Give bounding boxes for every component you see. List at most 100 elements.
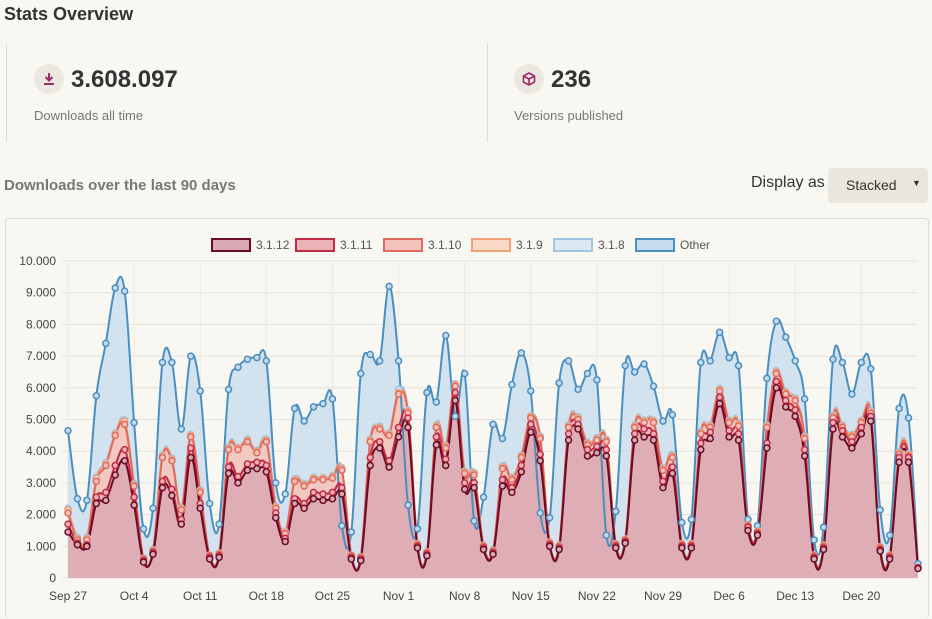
point-3-1-12 — [715, 399, 724, 408]
point-3-1-12 — [347, 555, 356, 563]
x-tick-label: Nov 29 — [644, 589, 682, 603]
point-3-1-12 — [612, 544, 620, 552]
point-3-1-11 — [782, 396, 790, 405]
point-3-1-10 — [366, 437, 374, 446]
point-3-1-10 — [734, 422, 743, 430]
point-3-1-12 — [309, 495, 318, 503]
point-3-1-11 — [659, 477, 667, 486]
point-3-1-11 — [338, 483, 346, 492]
point-3-1-10 — [517, 453, 526, 462]
point-3-1-10 — [168, 456, 176, 465]
point-3-1-12 — [328, 495, 337, 503]
point-3-1-11 — [442, 455, 450, 463]
y-tick-label: 5.000 — [26, 413, 56, 427]
point-3-1-12 — [489, 550, 497, 558]
point-Other — [196, 387, 204, 395]
point-3-1-12 — [120, 456, 129, 465]
point-Other — [375, 357, 384, 365]
point-3-1-12 — [659, 483, 667, 492]
point-3-1-12 — [593, 449, 601, 457]
point-3-1-12 — [555, 545, 563, 554]
point-Other — [479, 493, 488, 501]
point-3-1-12 — [800, 452, 809, 460]
point-3-1-10 — [234, 445, 242, 454]
point-Other — [243, 355, 252, 364]
point-3-1-12 — [460, 485, 469, 493]
point-Other — [253, 353, 261, 362]
legend-label: 3.1.12 — [256, 238, 290, 252]
point-3-1-12 — [102, 496, 110, 505]
point-3-1-11 — [593, 442, 601, 451]
point-3-1-10 — [243, 437, 252, 446]
point-3-1-12 — [375, 444, 384, 452]
point-3-1-11 — [92, 493, 101, 501]
legend-label: 3.1.9 — [516, 238, 543, 252]
x-tick-label: Oct 25 — [315, 589, 351, 603]
point-Other — [498, 434, 507, 443]
point-3-1-12 — [130, 501, 138, 509]
point-Other — [612, 507, 620, 516]
point-3-1-10 — [640, 418, 648, 427]
point-3-1-12 — [338, 490, 346, 498]
legend-label: 3.1.11 — [340, 238, 373, 252]
point-3-1-12 — [876, 547, 884, 555]
point-3-1-10 — [763, 423, 771, 432]
point-3-1-10 — [158, 453, 167, 462]
point-3-1-12 — [83, 542, 91, 551]
point-3-1-11 — [640, 425, 648, 433]
point-Other — [130, 418, 138, 427]
point-3-1-10 — [659, 466, 667, 474]
display-mode-select[interactable]: Stacked ▼ — [828, 168, 928, 203]
point-Other — [460, 369, 469, 378]
point-3-1-10 — [715, 387, 724, 395]
point-Other — [319, 399, 327, 408]
display-mode-value: Stacked — [846, 177, 897, 193]
point-Other — [404, 501, 412, 509]
point-3-1-12 — [158, 483, 167, 492]
point-3-1-10 — [782, 390, 790, 398]
x-tick-label: Sep 27 — [49, 589, 87, 603]
legend-label: 3.1.8 — [598, 238, 625, 252]
downloads-stat-card: 3.608.097 Downloads all time — [6, 44, 488, 142]
point-3-1-11 — [498, 475, 507, 484]
point-3-1-12 — [838, 433, 847, 441]
point-3-1-12 — [262, 468, 271, 476]
y-tick-label: 10.000 — [19, 254, 56, 268]
point-3-1-12 — [205, 555, 214, 563]
point-Other — [338, 521, 346, 530]
point-3-1-12 — [177, 520, 186, 528]
legend-swatch — [635, 238, 675, 252]
downloads-chart-panel: 0 1.000 2.000 3.000 4.000 5.000 6.000 7.000 8.00… — [5, 218, 929, 619]
point-Other — [139, 525, 148, 533]
point-3-1-11 — [130, 493, 138, 501]
point-3-1-10 — [120, 420, 129, 429]
point-3-1-12 — [517, 468, 526, 476]
point-3-1-12 — [857, 430, 866, 438]
point-3-1-10 — [187, 433, 195, 441]
y-tick-label: 2.000 — [26, 508, 56, 522]
point-3-1-12 — [810, 555, 818, 563]
point-3-1-12 — [196, 504, 204, 513]
point-Other — [272, 479, 280, 487]
chevron-down-icon: ▼ — [912, 178, 921, 188]
point-Other — [734, 361, 743, 370]
point-Other — [885, 531, 894, 539]
point-3-1-10 — [725, 418, 733, 427]
point-Other — [451, 412, 459, 421]
point-3-1-12 — [413, 544, 422, 552]
point-Other — [394, 357, 403, 365]
point-Other — [697, 358, 705, 367]
legend-swatch — [553, 238, 593, 252]
point-3-1-10 — [498, 464, 507, 473]
point-3-1-10 — [300, 482, 308, 490]
point-3-1-10 — [290, 477, 299, 486]
x-tick-label: Oct 4 — [120, 589, 149, 603]
point-3-1-12 — [498, 482, 507, 490]
point-3-1-12 — [149, 550, 157, 558]
point-3-1-11 — [111, 461, 119, 470]
point-3-1-10 — [508, 475, 516, 484]
point-3-1-11 — [253, 458, 261, 467]
point-3-1-12 — [92, 499, 101, 508]
point-3-1-11 — [168, 485, 176, 493]
point-3-1-10 — [630, 423, 639, 432]
